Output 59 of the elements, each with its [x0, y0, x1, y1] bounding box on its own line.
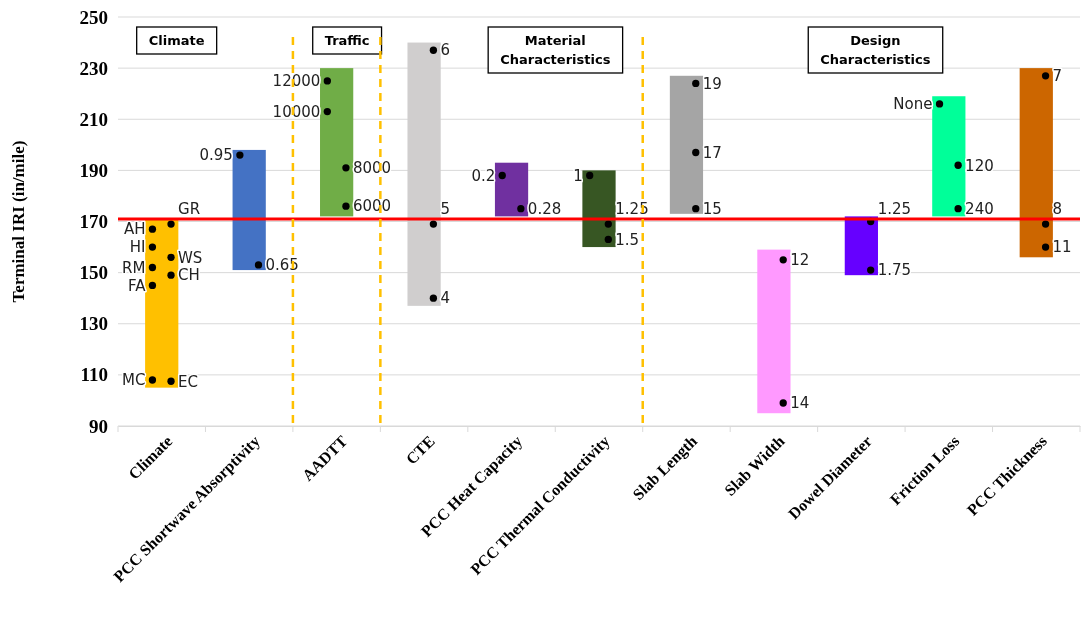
x-tick-label: CTE	[402, 432, 438, 468]
series-label: 10000	[272, 102, 321, 121]
bar	[932, 96, 966, 217]
bar	[145, 218, 179, 388]
series-label: 8000	[352, 159, 392, 178]
bar	[757, 249, 791, 414]
series-label: 14	[790, 394, 810, 413]
series-label: WS	[178, 248, 203, 267]
y-tick-label: 190	[79, 159, 108, 181]
annotation: Traffic	[324, 33, 370, 48]
series-label: 8	[1052, 200, 1063, 219]
series-label: 0.28	[527, 199, 562, 218]
series-label: AH	[123, 220, 146, 239]
annotation: Material Characteristics	[500, 33, 611, 67]
series-label: 1	[573, 166, 583, 185]
series-label: 17	[702, 143, 722, 162]
bar	[494, 162, 529, 217]
series-label: 1.25	[877, 200, 912, 219]
series-label: 0.2	[471, 166, 496, 185]
y-tick-label: 170	[79, 211, 108, 233]
series-label: 4	[440, 289, 450, 308]
series-label: 240	[965, 199, 994, 218]
annotation: Design Characteristics	[820, 33, 931, 67]
bar	[320, 68, 354, 217]
series-label: 15	[702, 199, 722, 218]
y-axis-title: Terminal IRI (in/mile)	[9, 140, 28, 303]
annotation: Climate	[148, 33, 205, 48]
series-label: None	[893, 95, 933, 114]
series-label: 7	[1052, 67, 1063, 86]
y-tick-label: 130	[79, 313, 108, 335]
series-label: 5	[440, 200, 450, 219]
series-label: 12	[790, 251, 810, 270]
series-label: 1.75	[877, 261, 912, 280]
series-label: 0.95	[199, 146, 233, 165]
series-label: 12000	[272, 72, 321, 91]
series-label: 120	[965, 156, 994, 175]
bar	[669, 75, 704, 214]
series-label: HI	[129, 238, 146, 257]
series-label: 19	[702, 74, 722, 93]
series-label: 6	[440, 41, 450, 60]
bar	[844, 216, 878, 276]
series-label: MC	[122, 371, 146, 390]
series-label: 1.25	[615, 200, 649, 219]
bar	[1019, 68, 1053, 258]
bar	[232, 149, 266, 271]
series-label: GR	[178, 200, 201, 219]
series-label: RM	[122, 258, 146, 277]
y-tick-label: 110	[80, 364, 108, 386]
y-tick-label: 90	[89, 415, 108, 437]
y-tick-label: 230	[79, 57, 108, 79]
series-label: 0.65	[265, 256, 299, 275]
series-label: EC	[178, 372, 198, 391]
y-tick-label: 150	[79, 262, 108, 284]
y-tick-label: 250	[79, 6, 108, 28]
y-tick-label: 210	[79, 108, 108, 130]
series-label: 1.5	[615, 230, 640, 249]
series-label: CH	[178, 266, 200, 285]
series-label: 11	[1052, 238, 1072, 257]
series-label: 6000	[352, 197, 392, 216]
